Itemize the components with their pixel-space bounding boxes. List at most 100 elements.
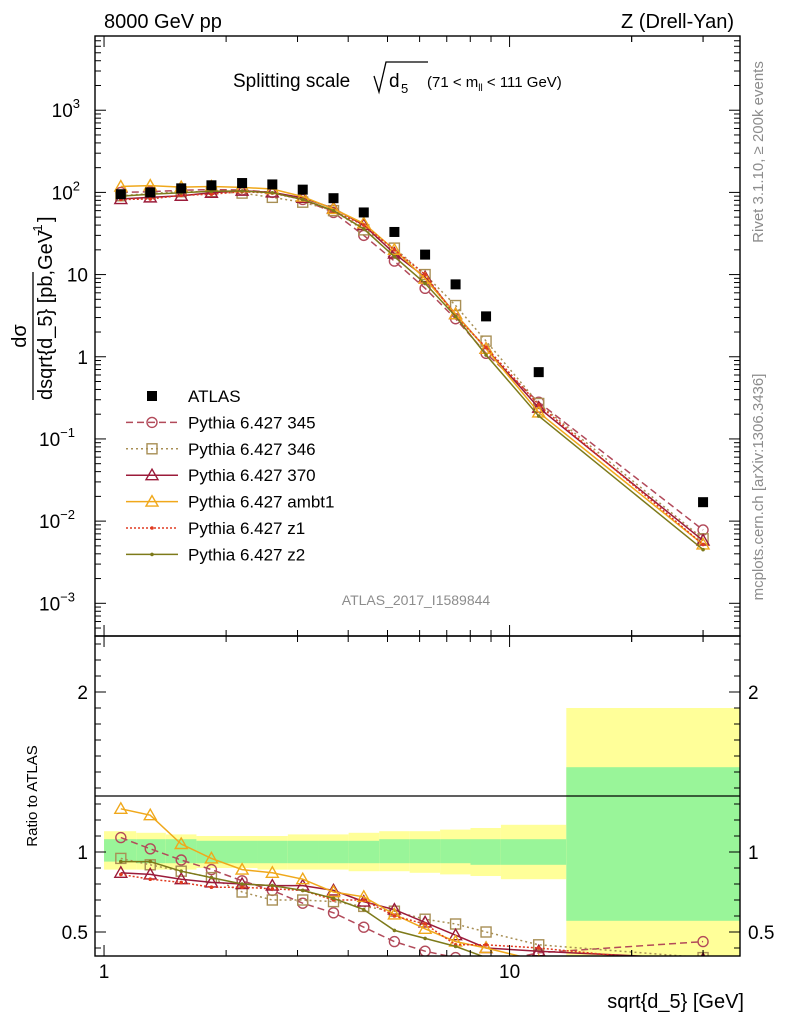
ratio-point: [265, 865, 280, 878]
legend: ATLAS Pythia 6.427 345 Pythia 6.427 346 Pyt…: [126, 387, 334, 564]
ratio-y-axis-label: Ratio to ATLAS: [24, 745, 41, 846]
y-tick-label: 10: [67, 266, 88, 287]
x-tick-label: 1: [99, 962, 110, 983]
ratio-point: [174, 836, 189, 850]
data-point: [297, 184, 308, 195]
ratio-y-tick-labels: 0.5 0.5 1 1 2 2: [62, 683, 775, 944]
data-point: [209, 189, 214, 194]
data-point: [389, 226, 400, 237]
series-pythia-346: [115, 185, 709, 545]
legend-item: Pythia 6.427 370: [126, 466, 316, 485]
ratio-series-layer: [113, 801, 709, 966]
data-point: [145, 187, 156, 198]
rivet-version-label: Rivet 3.1.10, ≥ 200k events: [750, 61, 767, 243]
stat-uncertainty-band: [257, 840, 288, 864]
data-point: [300, 197, 305, 202]
ratio-series-z2: [119, 859, 487, 956]
main-y-tick-labels: 10−3 10−2 10−1 1 10 102 103: [39, 96, 88, 615]
series-pythia-z2: [119, 189, 705, 552]
chart-title-main: Splitting scale: [233, 71, 350, 92]
stat-uncertainty-band: [440, 839, 471, 864]
y-tick-label: 102: [52, 178, 80, 204]
stat-uncertainty-band: [470, 839, 501, 865]
series-atlas: [115, 178, 709, 508]
mcplots-reference-label: mcplots.cern.ch [arXiv:1306.3436]: [750, 374, 767, 601]
ratio-point: [480, 926, 492, 938]
ratio-point: [326, 884, 341, 898]
chart-title-range: (71 < mll < 111 GeV): [427, 74, 562, 94]
data-point: [484, 345, 488, 350]
ratio-point: [204, 850, 219, 864]
ratio-point: [392, 914, 397, 918]
data-point: [209, 192, 214, 197]
legend-item: Pythia 6.427 ambt1: [126, 493, 334, 512]
ratio-point: [701, 962, 705, 966]
data-point: [536, 403, 541, 407]
series-line: [120, 190, 704, 540]
x-tick-labels: 1 10: [99, 962, 520, 983]
data-point: [420, 249, 431, 260]
data-point: [361, 223, 366, 227]
ratio-point: [331, 896, 336, 901]
sqrt-symbol-icon: [373, 61, 428, 95]
ratio-point: [113, 801, 129, 814]
ratio-point: [449, 918, 462, 930]
data-point: [326, 201, 341, 215]
data-point: [270, 190, 275, 195]
ratio-point: [388, 935, 401, 948]
data-point: [701, 542, 705, 547]
stat-uncertainty-band: [409, 839, 441, 864]
ratio-point: [697, 935, 709, 948]
ratio-point: [417, 914, 433, 928]
ratio-panel-frame: [94, 635, 741, 957]
legend-marker: [144, 494, 160, 507]
ratio-point: [115, 852, 127, 865]
stat-uncertainty-band: [104, 839, 137, 862]
ratio-point: [326, 882, 341, 896]
data-point: [358, 207, 369, 218]
ratio-point: [478, 940, 494, 954]
ratio-y-tick-label-right: 0.5: [748, 923, 774, 944]
ratio-point: [144, 843, 156, 855]
y-tick-label: 10−3: [39, 589, 75, 615]
data-point: [331, 208, 336, 213]
y-axis-label-numerator: dσ: [9, 324, 31, 348]
ratio-point: [119, 872, 123, 877]
ratio-point: [179, 869, 184, 873]
series-pythia-370: [113, 183, 711, 546]
ratio-series-z1: [119, 872, 705, 966]
legend-item: Pythia 6.427 346: [126, 440, 316, 459]
ratio-point: [361, 898, 366, 902]
ratio-point: [297, 894, 309, 906]
ratio-line: [120, 873, 629, 956]
data-point: [536, 414, 541, 418]
stat-uncertainty-band: [165, 839, 197, 864]
data-point: [206, 180, 217, 191]
data-point: [450, 279, 461, 290]
data-point: [179, 193, 184, 198]
data-point: [484, 353, 488, 357]
ratio-point: [234, 862, 250, 875]
stat-uncertainty-band: [318, 840, 349, 864]
ratio-point: [205, 863, 218, 876]
ratio-line: [120, 836, 704, 956]
ratio-point: [423, 922, 427, 926]
ratio-point: [361, 907, 366, 912]
energy-label: 8000 GeV pp: [104, 11, 222, 33]
ratio-point: [209, 885, 214, 889]
y-tick-label: 10−1: [39, 425, 75, 451]
ratio-line: [120, 872, 653, 956]
ratio-point: [450, 951, 462, 956]
ratio-point: [175, 865, 187, 877]
data-point: [453, 314, 458, 319]
data-point: [240, 189, 244, 193]
x-tick-label: 10: [499, 962, 520, 983]
ratio-y-tick-label-right: 1: [748, 843, 759, 864]
ratio-point: [143, 807, 158, 821]
ratio-point: [115, 831, 127, 844]
data-point: [423, 281, 427, 286]
chart-title-symbol: d: [389, 71, 400, 92]
ratio-point: [240, 882, 244, 886]
stat-uncertainty-band: [379, 839, 410, 864]
